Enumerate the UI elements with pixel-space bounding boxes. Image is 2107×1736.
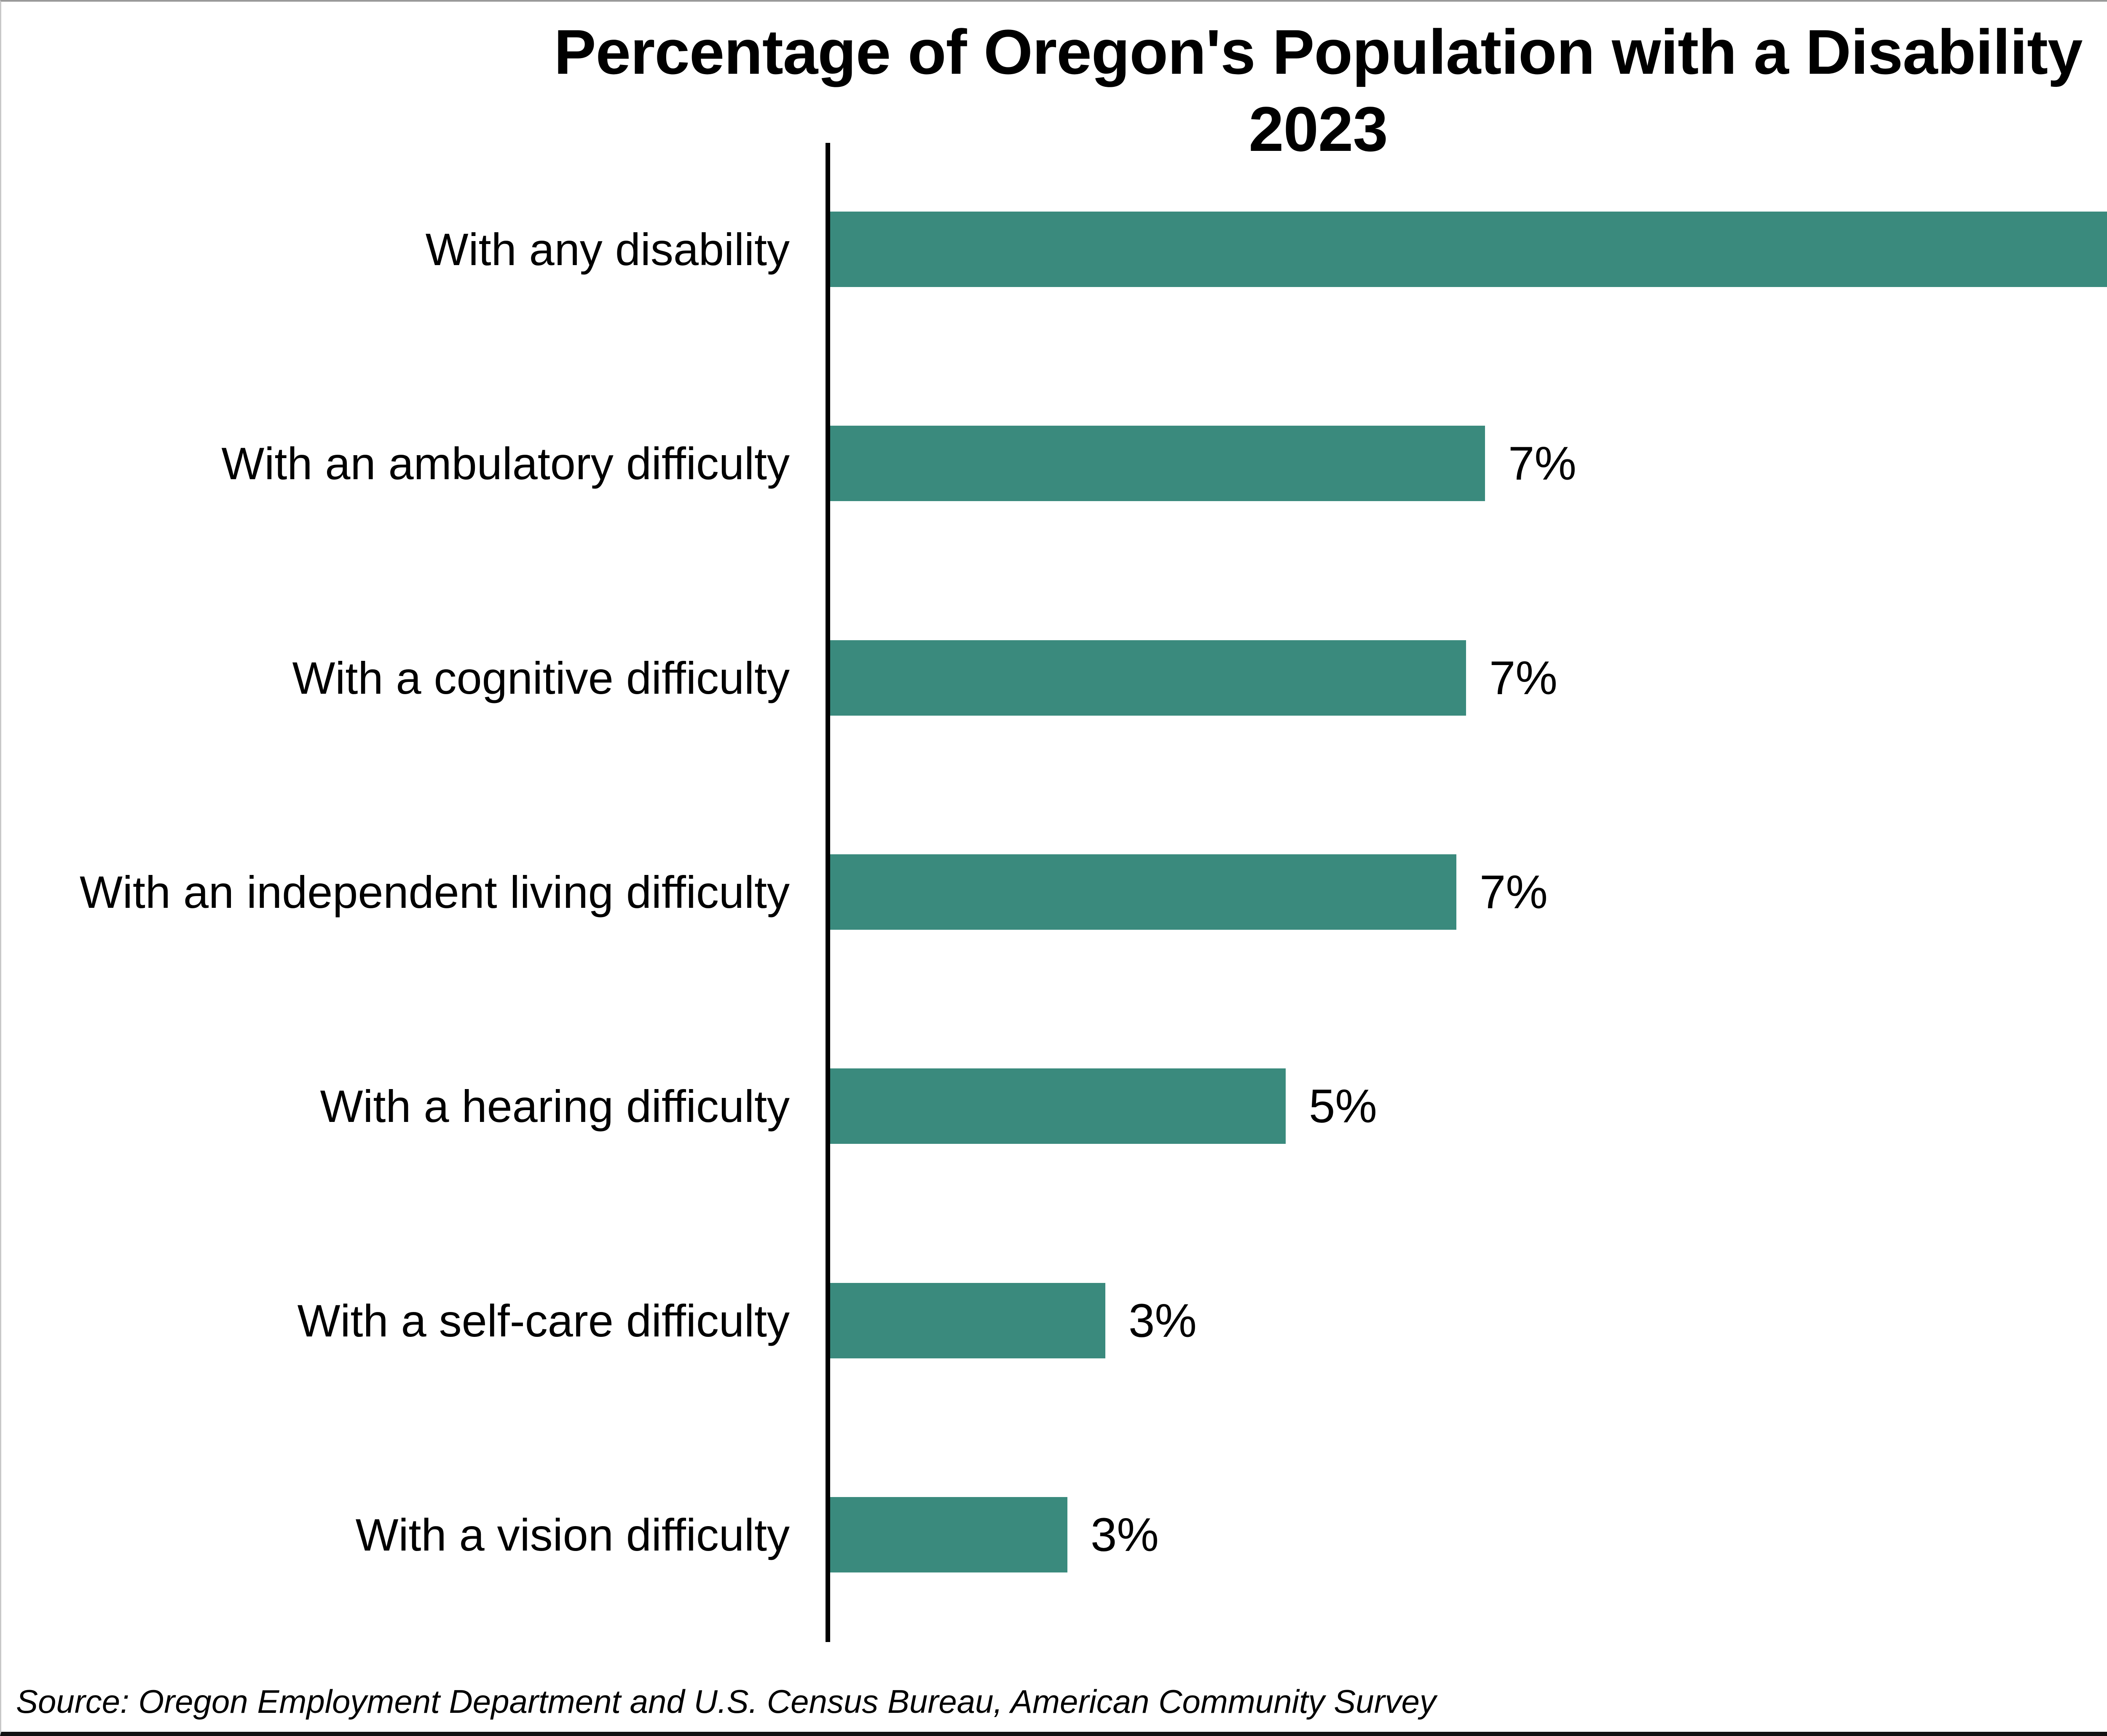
bar-row: 3% xyxy=(830,1497,2107,1572)
value-label: 7% xyxy=(1508,437,1576,490)
value-label: 3% xyxy=(1129,1294,1197,1347)
category-label-row: With an ambulatory difficulty xyxy=(221,426,790,501)
category-label: With an ambulatory difficulty xyxy=(221,438,790,489)
bar-row: 7% xyxy=(830,640,2107,716)
chart-title-line1: Percentage of Oregon's Population with a… xyxy=(554,16,2083,87)
value-label: 3% xyxy=(1091,1508,1159,1561)
bar xyxy=(830,1283,1105,1358)
category-label-row: With a self-care difficulty xyxy=(298,1283,790,1358)
bar xyxy=(830,212,2107,287)
category-label-row: With a vision difficulty xyxy=(356,1497,790,1572)
bar xyxy=(830,1068,1286,1144)
category-label: With an independent living difficulty xyxy=(79,867,790,918)
bar xyxy=(830,1497,1067,1572)
chart-title: Percentage of Oregon's Population with a… xyxy=(1,13,2107,168)
category-label: With a hearing difficulty xyxy=(320,1081,790,1132)
chart-title-year: 2023 xyxy=(1249,94,1388,164)
category-label-row: With any disability xyxy=(426,212,790,287)
bar xyxy=(830,426,1485,501)
bar-row: 7% xyxy=(830,426,2107,501)
category-label-row: With a hearing difficulty xyxy=(320,1068,790,1144)
bar-row: 5% xyxy=(830,1068,2107,1144)
category-label-row: With a cognitive difficulty xyxy=(292,640,790,716)
category-label-row: With an independent living difficulty xyxy=(80,854,790,930)
category-label: With a vision difficulty xyxy=(355,1509,790,1560)
category-label: With any disability xyxy=(425,224,790,275)
category-label: With a cognitive difficulty xyxy=(292,652,790,703)
value-label: 5% xyxy=(1309,1080,1377,1132)
category-label: With a self-care difficulty xyxy=(297,1295,790,1346)
bar-row: 3% xyxy=(830,1283,2107,1358)
value-label: 7% xyxy=(1480,866,1548,918)
bar xyxy=(830,854,1456,930)
bar-row: 7% xyxy=(830,854,2107,930)
plot-area: 15% 7% 7% 7% 5% 3% 3% xyxy=(826,143,2107,1642)
bar xyxy=(830,640,1466,716)
value-label: 7% xyxy=(1489,652,1557,704)
source-note: Source: Oregon Employment Department and… xyxy=(16,1683,1436,1720)
bar-row: 15% xyxy=(830,212,2107,287)
